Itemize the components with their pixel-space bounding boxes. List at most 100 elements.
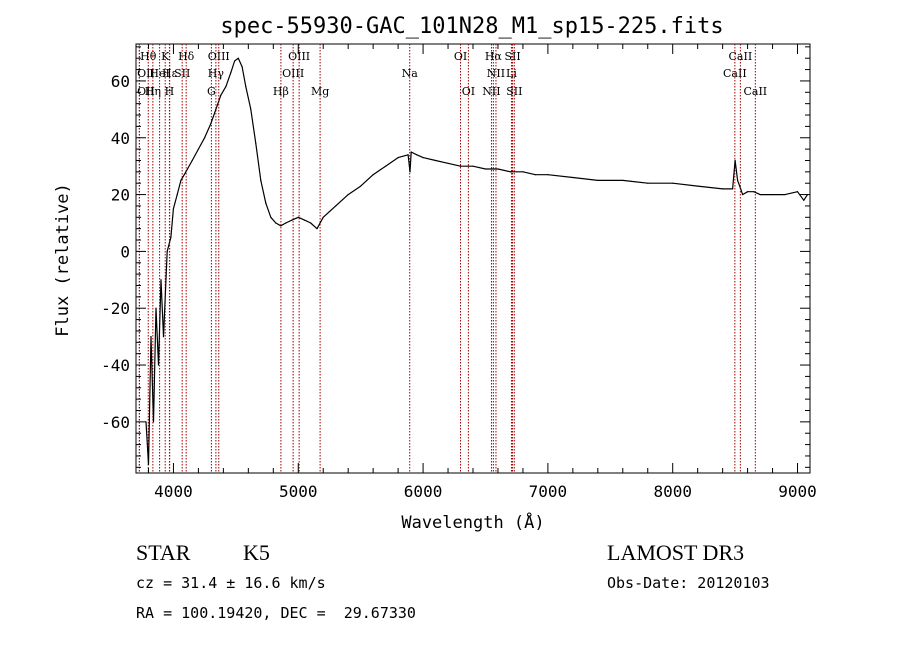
spectral-lines bbox=[138, 44, 756, 473]
spectral-line-label: Hα bbox=[485, 50, 503, 63]
spectral-line-label: NII bbox=[482, 85, 500, 98]
chart-title: spec-55930-GAC_101N28_M1_sp15-225.fits bbox=[220, 14, 723, 39]
spectral-line-label: G bbox=[207, 85, 216, 98]
spectrum-point bbox=[796, 191, 799, 193]
spectrum-point bbox=[407, 154, 409, 156]
spectrum-point bbox=[737, 179, 739, 181]
object-subclass: K5 bbox=[243, 540, 270, 565]
spectrum-point bbox=[291, 219, 293, 221]
spectral-line-label: Hγ bbox=[208, 67, 225, 80]
spectrum-point bbox=[347, 193, 349, 196]
spectrum-point bbox=[806, 193, 809, 196]
spectral-line-label: CaII bbox=[723, 67, 747, 80]
x-tick-label: 5000 bbox=[279, 482, 318, 501]
y-axis-label: Flux (relative) bbox=[53, 183, 73, 337]
spectrum-point bbox=[771, 193, 774, 196]
spectrum-point bbox=[360, 185, 362, 187]
spectrum-point bbox=[166, 250, 168, 252]
spectrum-point bbox=[385, 165, 387, 167]
spectral-line-label: NII bbox=[487, 67, 505, 80]
spectral-line-label: K bbox=[161, 50, 170, 63]
spectrum-point bbox=[245, 86, 247, 88]
spectrum-point bbox=[215, 108, 217, 110]
x-tick-label: 7000 bbox=[529, 482, 568, 501]
spectrum-point bbox=[210, 122, 212, 125]
spectral-line-label: OII bbox=[137, 67, 155, 80]
spectrum-point bbox=[285, 222, 287, 224]
y-tick-label: -40 bbox=[101, 356, 130, 375]
y-tick-label: -60 bbox=[101, 413, 130, 432]
spectrum-point bbox=[422, 157, 424, 159]
spectrum-point bbox=[160, 279, 162, 281]
spectral-line-label: Hη bbox=[145, 85, 161, 98]
spectrum-point bbox=[220, 94, 222, 96]
spectrum-point bbox=[145, 421, 147, 423]
spectrum-point bbox=[275, 222, 277, 224]
spectral-line-label: SII bbox=[506, 85, 522, 98]
spectrum-point bbox=[547, 174, 549, 176]
spectrum-point bbox=[230, 71, 232, 74]
x-tick-label: 6000 bbox=[404, 482, 443, 501]
spectral-line-label: CaII bbox=[743, 85, 767, 98]
spectrum-line bbox=[145, 57, 809, 466]
spectrum-point bbox=[459, 165, 462, 167]
y-tick-label: 0 bbox=[120, 242, 130, 261]
spectrum-point bbox=[155, 307, 157, 309]
spectrum-point bbox=[170, 236, 172, 238]
spectral-line-label: OI bbox=[454, 50, 467, 63]
x-tick-label: 8000 bbox=[653, 482, 692, 501]
spectrum-point bbox=[270, 216, 272, 218]
spectrum-point bbox=[310, 222, 312, 224]
spectrum-point bbox=[732, 188, 734, 190]
spectrum-point bbox=[237, 57, 239, 59]
spectral-line-label: OIII bbox=[288, 50, 310, 63]
y-tick-label: 20 bbox=[111, 186, 130, 205]
spectral-line-label: Na bbox=[402, 67, 419, 80]
spectrum-point bbox=[746, 191, 749, 193]
spectrum-point bbox=[647, 182, 649, 184]
coordinates-text: RA = 100.19420, DEC = 29.67330 bbox=[136, 604, 416, 622]
spectrum-point bbox=[740, 188, 742, 190]
spectrum-point bbox=[522, 171, 524, 173]
spectrum-point bbox=[572, 176, 574, 179]
spectral-line-label: OIII bbox=[208, 50, 230, 63]
spectrum-point bbox=[484, 168, 487, 170]
spectrum-point bbox=[197, 148, 200, 150]
spectrum-point bbox=[255, 142, 257, 145]
spectrum-point bbox=[784, 193, 786, 196]
spectrum-point bbox=[434, 159, 437, 162]
spectrum-point bbox=[397, 157, 399, 159]
spectrum-point bbox=[280, 225, 282, 227]
spectral-line-label: SII bbox=[504, 50, 520, 63]
spectrum-point bbox=[204, 137, 206, 139]
y-tick-label: 40 bbox=[111, 129, 130, 148]
spectral-line-label: SII bbox=[174, 67, 190, 80]
spectrum-point bbox=[234, 60, 236, 62]
spectrum-point bbox=[447, 162, 449, 164]
x-tick-label: 4000 bbox=[154, 482, 193, 501]
spectral-line-label: Hβ bbox=[273, 85, 289, 98]
spectrum-point bbox=[410, 151, 412, 153]
spectrum-point bbox=[150, 336, 152, 338]
spectrum-series bbox=[145, 57, 809, 466]
spectrum-point bbox=[416, 154, 418, 156]
object-class: STAR bbox=[136, 540, 191, 565]
spectrum-point bbox=[534, 174, 537, 176]
x-tick-label: 9000 bbox=[778, 482, 817, 501]
x-axis-label: Wavelength (Å) bbox=[401, 511, 544, 533]
spectral-line-label: H bbox=[165, 85, 175, 98]
spectrum-point bbox=[172, 208, 175, 210]
spectral-line-label: Mg bbox=[311, 85, 329, 98]
spectrum-point bbox=[472, 165, 474, 167]
y-tick-label: 60 bbox=[111, 72, 130, 91]
plot-frame bbox=[135, 43, 811, 474]
spectrum-point bbox=[697, 185, 699, 187]
spectrum-point bbox=[759, 193, 761, 196]
spectral-line-label: HeI bbox=[149, 67, 169, 80]
spectrum-point bbox=[722, 188, 724, 190]
spectral-line-label: Hδ bbox=[178, 50, 195, 63]
spectral-line-label: OII bbox=[137, 85, 155, 98]
spectrum-point bbox=[803, 199, 805, 201]
spectrum-point bbox=[672, 182, 674, 184]
